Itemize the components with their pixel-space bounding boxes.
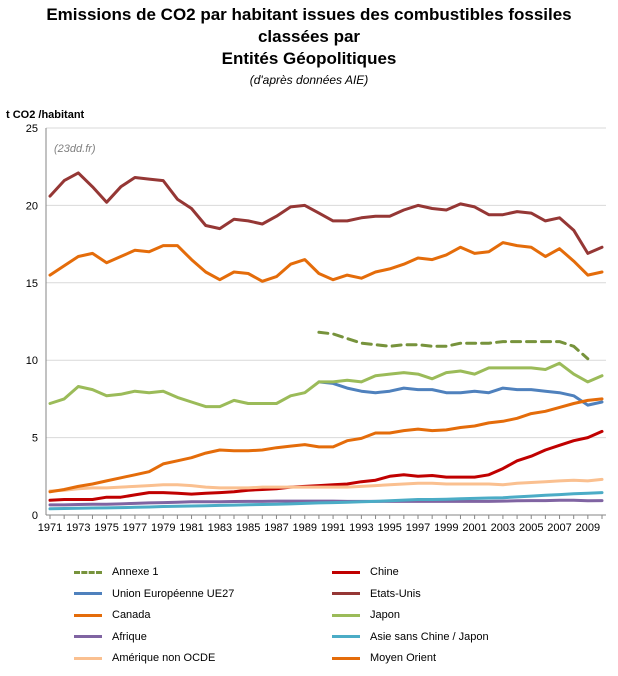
y-tick-label: 5 [32, 433, 38, 445]
legend-swatch [74, 613, 102, 617]
series-line [48, 397, 604, 494]
legend-label: Chine [370, 566, 399, 578]
series-line [48, 241, 604, 283]
chart-title-line-3: Entités Géopolitiques [221, 49, 397, 68]
y-axis-label: t CO2 /habitant [6, 109, 85, 121]
legend-swatch [332, 613, 360, 617]
x-tick-label: 1973 [66, 522, 90, 534]
legend-swatch [74, 570, 102, 574]
legend-item: Etats-Unis [332, 585, 421, 603]
legend-item: Moyen Orient [332, 649, 436, 667]
legend-swatch [74, 656, 102, 660]
series-line [317, 330, 590, 361]
legend-swatch [74, 635, 102, 638]
y-tick-label: 15 [26, 278, 38, 290]
x-tick-label: 2009 [576, 522, 600, 534]
x-tick-label: 1981 [179, 522, 203, 534]
axes: 0 5 10 15 20 25 1971 1973 1975 1977 1979 1981 1983 19… [26, 123, 606, 534]
x-tick-label: 1975 [94, 522, 118, 534]
gridlines [46, 127, 606, 439]
legend-swatch [332, 592, 360, 595]
chart-subtitle: (d'après données AIE) [249, 73, 369, 87]
legend-item: Union Européenne UE27 [74, 585, 234, 603]
series-line [48, 498, 604, 507]
x-tick-label: 2005 [519, 522, 543, 534]
x-tick-label: 1977 [123, 522, 147, 534]
x-tick-label: 1987 [264, 522, 288, 534]
legend-item: Japon [332, 606, 400, 624]
x-tick-label: 2007 [547, 522, 571, 534]
legend-swatch [332, 656, 360, 660]
series-line [48, 491, 604, 511]
legend-item: Annexe 1 [74, 563, 158, 581]
series-line [48, 429, 604, 502]
legend-label: Japon [370, 609, 400, 621]
x-tick-label: 1983 [208, 522, 232, 534]
legend-item: Afrique [74, 628, 147, 646]
chart-title-line-1: Emissions de CO2 par habitant issues des… [46, 5, 572, 24]
series-line [317, 380, 604, 407]
x-tick-label: 1979 [151, 522, 175, 534]
x-tick-label: 2001 [462, 522, 486, 534]
y-tick-label: 25 [26, 123, 38, 135]
legend-label: Moyen Orient [370, 652, 437, 664]
chart-title-line-2: classées par [257, 27, 361, 46]
y-tick-label: 0 [32, 510, 38, 522]
legend-swatch [332, 570, 360, 574]
legend-swatch [74, 592, 102, 595]
legend-item: Canada [74, 606, 151, 624]
x-tick-label: 1989 [293, 522, 317, 534]
x-tick-label: 1971 [38, 522, 62, 534]
x-tick-label: 1993 [349, 522, 373, 534]
series-line [48, 361, 604, 409]
series-line [48, 171, 604, 255]
series-lines [48, 171, 604, 511]
x-tick-label: 1995 [377, 522, 401, 534]
x-tick-label: 2003 [491, 522, 515, 534]
legend-item: Amérique non OCDE [74, 649, 215, 667]
series-line [48, 477, 604, 493]
y-tick-label: 10 [26, 355, 38, 367]
legend-label: Etats-Unis [370, 587, 421, 600]
legend-label: Union Européenne UE27 [112, 587, 235, 600]
legend-item: Asie sans Chine / Japon [332, 628, 489, 646]
x-tick-label: 1999 [434, 522, 458, 534]
x-tick-label: 1997 [406, 522, 430, 534]
chart-titles: Emissions de CO2 par habitant issues des… [0, 4, 618, 88]
legend-label: Canada [112, 609, 151, 621]
legend-label: Amérique non OCDE [112, 652, 216, 664]
x-tick-label: 1991 [321, 522, 345, 534]
y-tick-label: 20 [26, 200, 38, 212]
legend-item: Chine [332, 563, 399, 581]
legend-label: Afrique [112, 630, 147, 643]
watermark-label: (23dd.fr) [54, 143, 96, 155]
x-tick-label: 1985 [236, 522, 260, 534]
legend-label: Annexe 1 [112, 566, 159, 578]
legend-label: Asie sans Chine / Japon [370, 630, 489, 643]
legend-swatch [332, 635, 360, 638]
